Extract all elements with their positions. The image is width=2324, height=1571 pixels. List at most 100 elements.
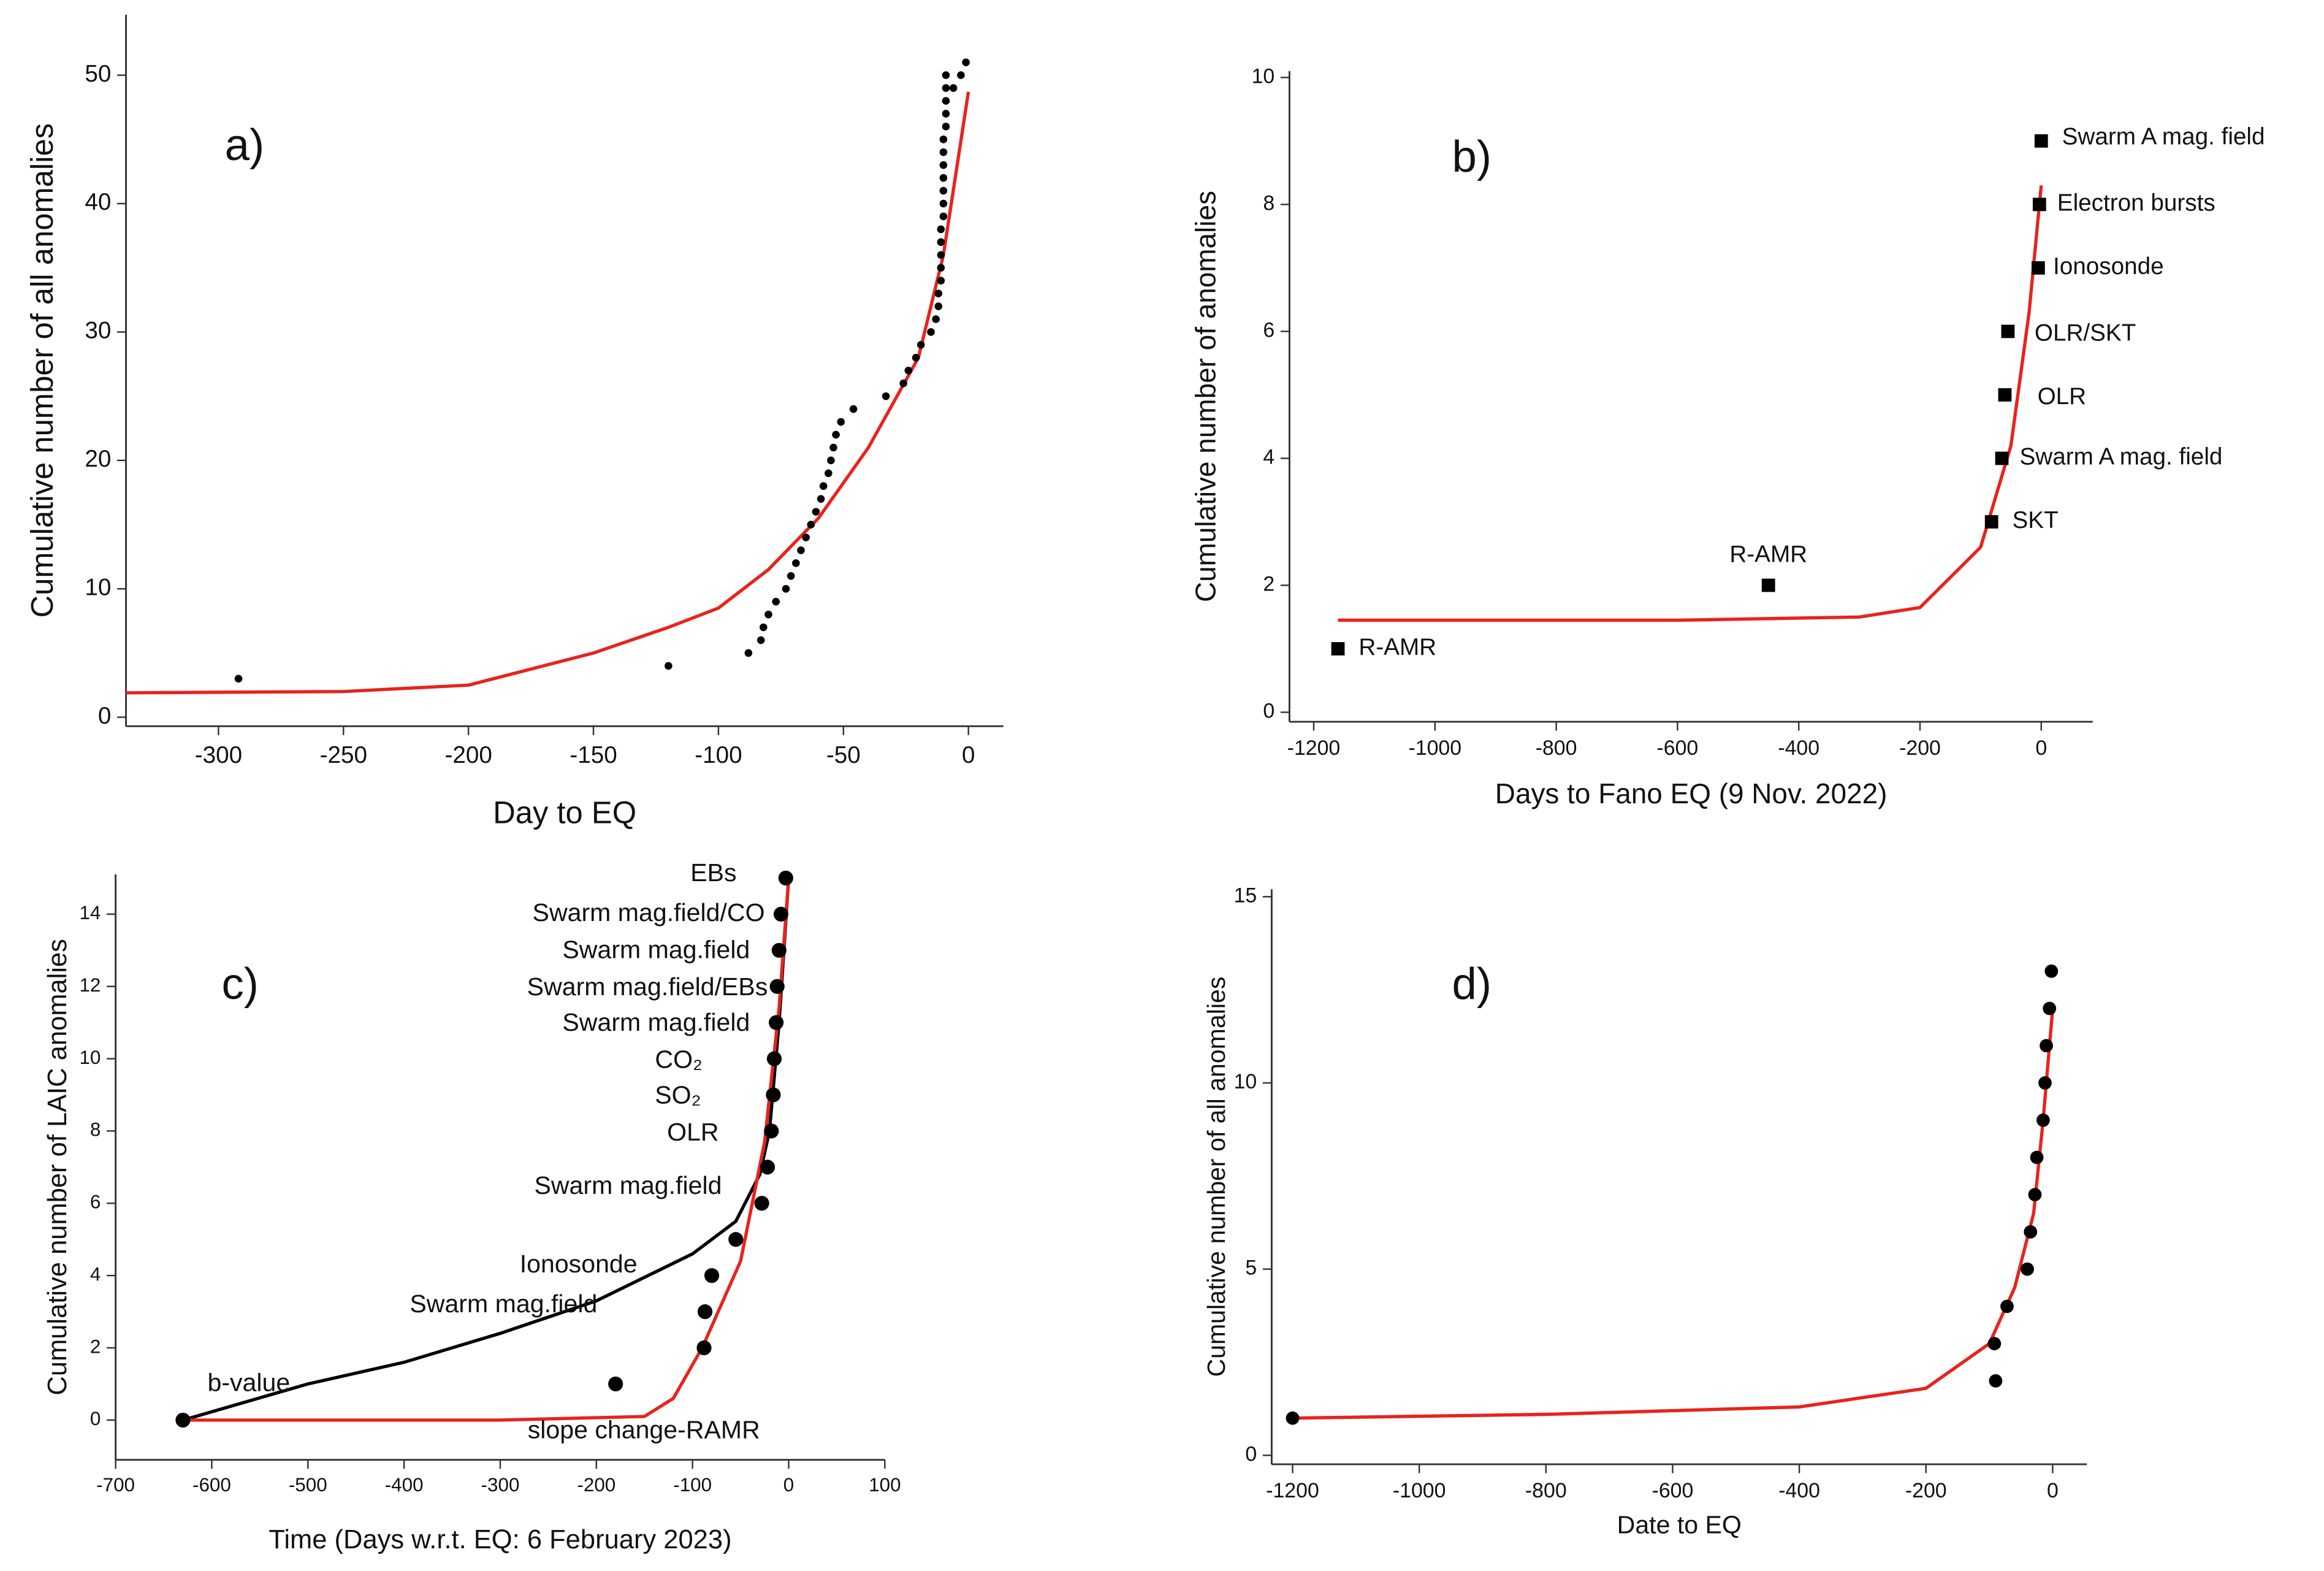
panel: -300 -250 -200 -150 -100 -50 0 0 10 20 30 40 50 Day t…: [25, 15, 1004, 830]
x-axis-label: Day to EQ: [493, 795, 636, 830]
point: [744, 649, 753, 657]
point: [2043, 1001, 2057, 1015]
y-tick-label: 10: [1234, 1070, 1257, 1093]
point: [608, 1376, 623, 1392]
point: [2034, 134, 2048, 148]
y-tick-label: 50: [85, 61, 111, 87]
point: [697, 1304, 713, 1320]
y-tick-label: 40: [85, 189, 111, 215]
point: [939, 148, 948, 156]
annotation: Swarm mag.field: [562, 936, 750, 964]
x-tick-label: 0: [962, 742, 975, 768]
x-tick-label: -800: [1525, 1479, 1567, 1502]
point: [802, 533, 810, 541]
point: [934, 302, 943, 310]
y-tick-label: 0: [1245, 1442, 1257, 1466]
x-tick-label: -1200: [1287, 736, 1341, 760]
point: [2040, 1039, 2053, 1053]
point-label: Electron bursts: [2057, 190, 2215, 216]
x-tick-label: -700: [96, 1474, 135, 1496]
point: [764, 1123, 779, 1139]
annotation: EBs: [690, 858, 736, 887]
x-tick-label: -400: [1778, 736, 1819, 760]
point: [760, 1160, 775, 1175]
y-tick-label: 6: [1263, 318, 1274, 342]
y-tick-label: 12: [79, 974, 101, 996]
y-axis-label: Cumulative number of all anomalies: [25, 123, 59, 618]
y-tick-label: 8: [90, 1119, 101, 1141]
point: [764, 610, 772, 619]
panel: -1200 -1000 -800 -600 -400 -200 0 0 2 4 6 8 10 Days t…: [1190, 64, 2265, 809]
y-tick-label: 0: [90, 1408, 101, 1429]
point: [2024, 1225, 2038, 1239]
point: [787, 572, 795, 580]
point: [934, 289, 943, 297]
point: [937, 225, 945, 234]
x-tick-label: 0: [783, 1474, 794, 1496]
point: [771, 942, 787, 958]
y-tick-label: 15: [1234, 884, 1257, 907]
fit-curve: [1338, 185, 2043, 622]
point: [807, 521, 815, 529]
point: [2000, 1299, 2014, 1313]
point: [760, 623, 768, 632]
x-tick-label: -1000: [1393, 1479, 1446, 1502]
point: [817, 495, 825, 503]
annotation: b-value: [207, 1368, 290, 1396]
point: [2031, 261, 2045, 275]
annotation: Swarm mag.field: [410, 1290, 597, 1318]
point: [942, 110, 950, 118]
point: [2021, 1262, 2034, 1276]
y-tick-label: 4: [90, 1263, 101, 1285]
y-axis-label: Cumulative number of LAIC anomalies: [43, 939, 72, 1396]
point: [932, 315, 940, 323]
point: [1984, 515, 1998, 529]
point: [1989, 1374, 2003, 1388]
x-tick-label: -100: [673, 1474, 712, 1496]
point: [939, 136, 948, 143]
x-tick-label: -200: [577, 1474, 615, 1496]
point: [832, 430, 840, 439]
point: [792, 559, 800, 567]
point: [949, 84, 958, 92]
point: [939, 186, 948, 195]
point: [827, 456, 835, 465]
x-tick-label: 0: [2035, 736, 2047, 760]
y-tick-label: 10: [85, 574, 111, 600]
point: [957, 71, 965, 79]
point: [2044, 964, 2059, 978]
y-tick-label: 2: [90, 1336, 101, 1357]
x-tick-label: -250: [320, 742, 367, 768]
x-tick-label: -600: [1657, 736, 1699, 760]
point: [1286, 1411, 1300, 1425]
point-label: OLR/SKT: [2035, 319, 2136, 346]
point: [2001, 324, 2015, 338]
annotation: Ionosonde: [520, 1250, 638, 1278]
point-label: R-AMR: [1729, 541, 1807, 567]
point: [2030, 1150, 2044, 1164]
fit-curve: [1292, 1008, 2055, 1420]
y-tick-label: 2: [1263, 572, 1274, 595]
x-tick-label: -200: [1905, 1479, 1947, 1502]
point: [937, 238, 945, 247]
point-label: OLR: [2038, 383, 2086, 410]
annotation: OLR: [667, 1118, 718, 1146]
x-tick-label: 0: [2047, 1479, 2059, 1502]
point: [912, 354, 920, 362]
x-tick-label: -1000: [1409, 736, 1462, 760]
x-tick-label: -150: [570, 742, 617, 768]
y-tick-label: 8: [1263, 191, 1274, 215]
point-label: SKT: [2013, 507, 2059, 533]
point: [825, 469, 832, 478]
point-label: R-AMR: [1358, 634, 1436, 660]
point: [942, 71, 950, 79]
point: [849, 405, 858, 413]
y-axis-label: Cumulative number of all anomalies: [1202, 977, 1230, 1377]
point: [769, 979, 785, 994]
point: [829, 443, 837, 452]
x-tick-label: 100: [869, 1474, 901, 1496]
point: [778, 870, 793, 885]
point: [882, 392, 890, 400]
y-tick-label: 20: [85, 446, 111, 472]
